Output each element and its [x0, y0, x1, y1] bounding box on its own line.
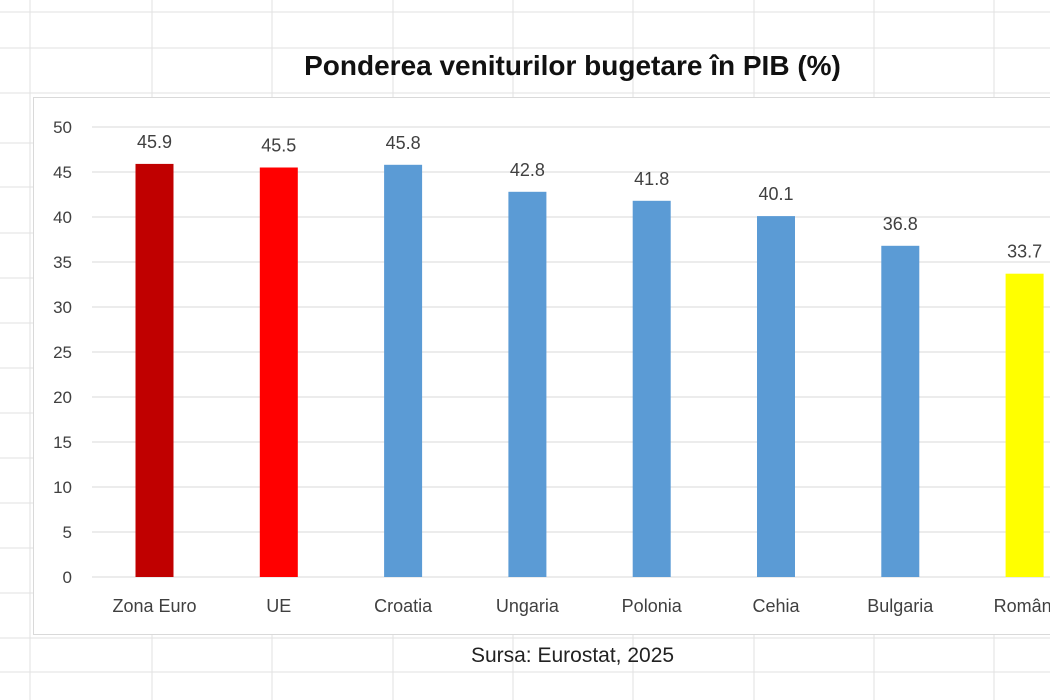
y-tick-label: 30 — [53, 298, 72, 317]
data-label: 45.5 — [261, 136, 296, 156]
data-label: 45.9 — [137, 132, 172, 152]
x-tick-label: Polonia — [622, 596, 683, 616]
bar[interactable] — [881, 245, 920, 578]
data-label: 41.8 — [634, 169, 669, 189]
bar[interactable] — [632, 200, 671, 578]
bars — [135, 163, 1044, 578]
source-note: Sursa: Eurostat, 2025 — [470, 644, 675, 667]
y-tick-label: 20 — [53, 388, 72, 407]
data-label: 42.8 — [510, 160, 545, 180]
y-tick-label: 15 — [53, 433, 72, 452]
bar[interactable] — [757, 216, 795, 577]
bar[interactable] — [1005, 273, 1044, 577]
chart-title: Ponderea veniturilor bugetare în PIB (%) — [304, 50, 841, 81]
x-tick-label: Cehia — [752, 596, 800, 616]
x-tick-label: Români — [994, 596, 1050, 616]
y-tick-label: 5 — [63, 523, 72, 542]
y-axis: 0 5 10 15 20 25 30 35 40 45 50 — [53, 118, 72, 587]
value-labels: 45.9 45.5 45.8 42.8 41.8 40.1 36.8 33.7 — [137, 132, 1042, 262]
y-tick-label: 25 — [53, 343, 72, 362]
y-tick-label: 45 — [53, 163, 72, 182]
bar[interactable] — [135, 163, 174, 577]
y-tick-label: 40 — [53, 208, 72, 227]
y-tick-label: 10 — [53, 478, 72, 497]
x-tick-label: Ungaria — [496, 596, 560, 616]
x-tick-label: UE — [266, 596, 291, 616]
bar[interactable] — [259, 167, 298, 578]
x-axis: Zona Euro UE Croatia Ungaria Polonia Cehia Bul… — [112, 596, 1050, 616]
y-tick-label: 35 — [53, 253, 72, 272]
x-tick-label: Zona Euro — [112, 596, 196, 616]
data-label: 36.8 — [883, 214, 918, 234]
data-label: 45.8 — [386, 133, 421, 153]
x-tick-label: Croatia — [374, 596, 433, 616]
bar[interactable] — [384, 164, 423, 578]
y-tick-label: 50 — [53, 118, 72, 137]
y-tick-label: 0 — [63, 568, 72, 587]
data-label: 40.1 — [758, 184, 793, 204]
x-tick-label: Bulgaria — [867, 596, 934, 616]
bar[interactable] — [508, 191, 547, 578]
data-label: 33.7 — [1007, 242, 1042, 262]
